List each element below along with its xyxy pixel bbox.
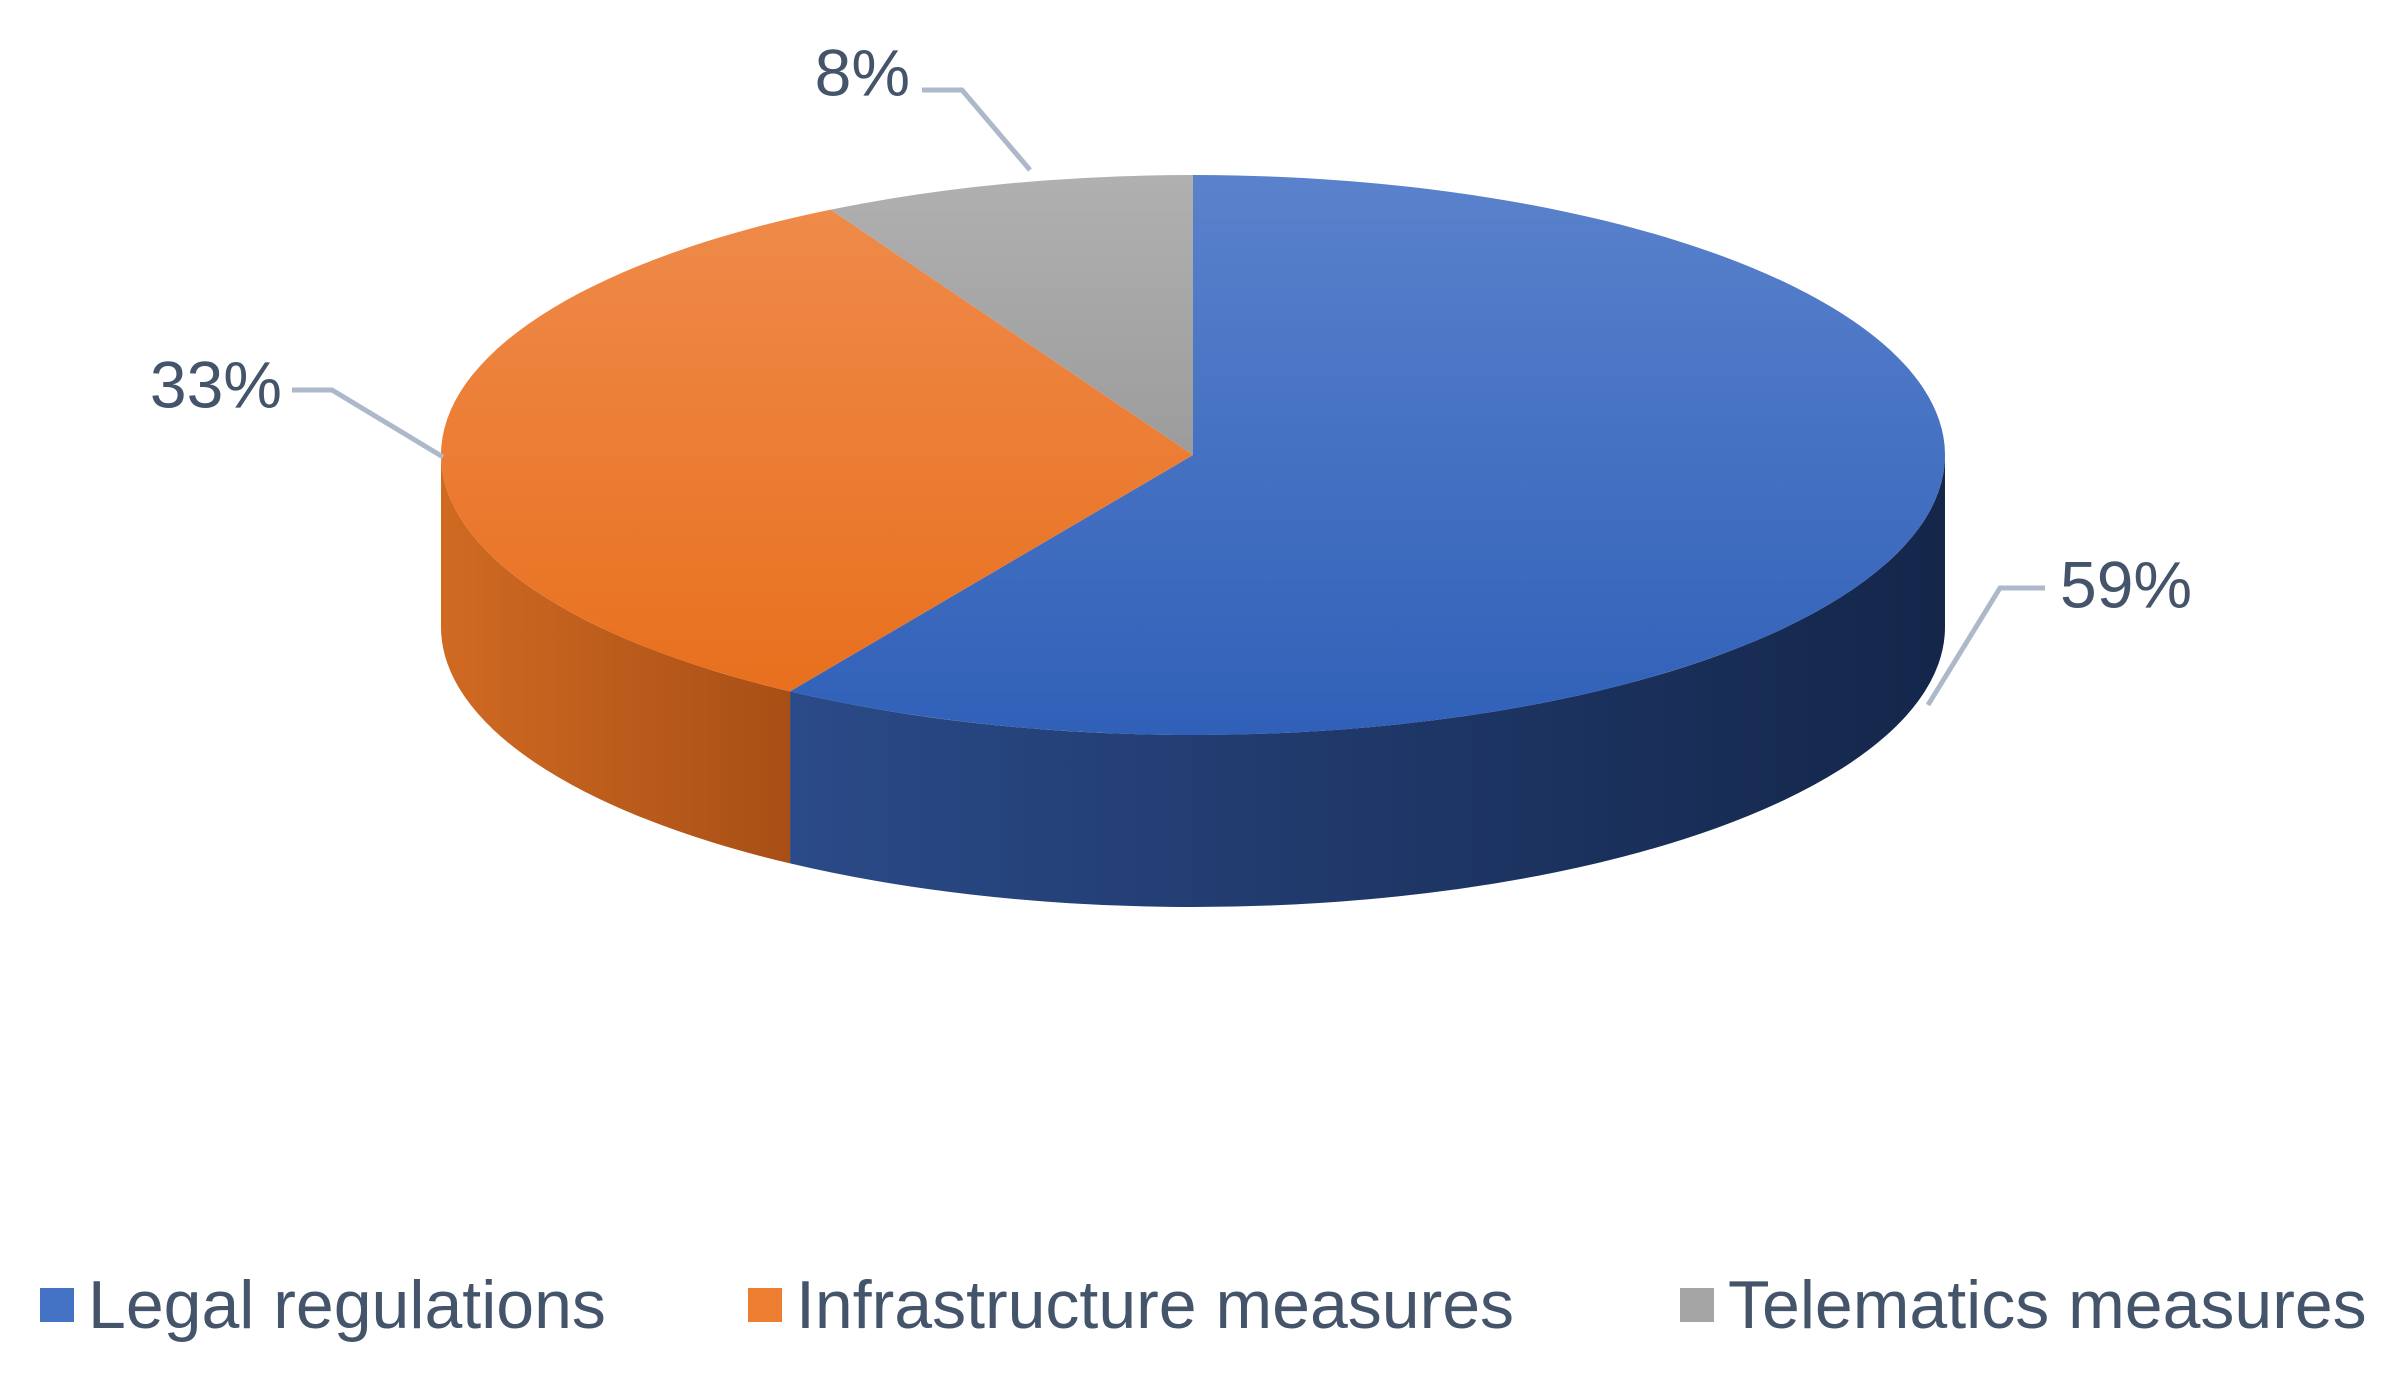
legend-label: Telematics measures <box>1728 1267 2367 1343</box>
leader-line-telematics-measures <box>922 87 1032 172</box>
data-label-infrastructure-measures: 33% <box>150 347 282 421</box>
legend-swatch-telematics-measures <box>1680 1288 1714 1322</box>
legend-label: Legal regulations <box>88 1267 606 1343</box>
legend-item-legal-regulations: Legal regulations <box>40 1255 606 1355</box>
leader-line-legal-regulations <box>1925 585 2045 707</box>
pie-sides <box>441 455 1945 907</box>
pie-side-legal-regulations <box>790 455 1945 907</box>
legend-swatch-infrastructure-measures <box>748 1288 782 1322</box>
legend-swatch-legal-regulations <box>40 1288 74 1322</box>
pie-side-infrastructure-measures <box>441 455 791 864</box>
pie-slice-infrastructure-measures <box>440 209 1193 692</box>
data-label-telematics-measures: 8% <box>815 35 910 109</box>
leader-lines <box>292 87 2045 707</box>
pie-slice-telematics-measures <box>830 175 1193 455</box>
legend-label: Infrastructure measures <box>796 1267 1515 1343</box>
legend-item-telematics-measures: Telematics measures <box>1680 1255 2367 1355</box>
data-label-legal-regulations: 59% <box>2060 547 2192 621</box>
pie-slice-legal-regulations <box>790 175 1945 735</box>
leader-line-infrastructure-measures <box>292 387 445 460</box>
legend-item-infrastructure-measures: Infrastructure measures <box>748 1255 1514 1355</box>
data-labels: 59% 33% 8% <box>150 35 2192 621</box>
legend: Legal regulations Infrastructure measure… <box>0 1255 2389 1355</box>
pie-tops <box>440 175 1945 735</box>
